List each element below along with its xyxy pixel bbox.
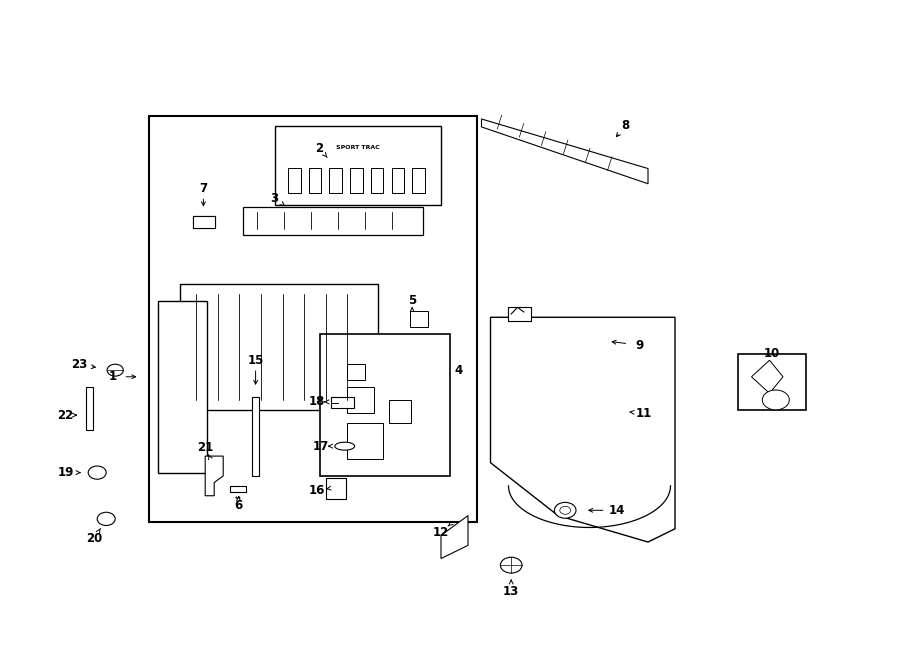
Bar xyxy=(508,307,531,321)
Text: 10: 10 xyxy=(764,347,780,360)
Bar xyxy=(410,311,427,327)
Bar xyxy=(331,397,354,408)
Text: 17: 17 xyxy=(313,440,329,453)
Text: 12: 12 xyxy=(433,525,449,539)
Bar xyxy=(252,397,259,476)
Bar xyxy=(371,168,383,193)
Text: 15: 15 xyxy=(248,354,264,367)
Text: 4: 4 xyxy=(454,364,464,377)
Bar xyxy=(193,216,215,228)
Text: 11: 11 xyxy=(635,407,652,420)
Polygon shape xyxy=(491,317,675,542)
Text: ↔: ↔ xyxy=(235,496,240,502)
Bar xyxy=(193,216,215,228)
Text: 8: 8 xyxy=(621,119,630,132)
Text: 21: 21 xyxy=(197,441,213,454)
Polygon shape xyxy=(482,119,648,184)
Polygon shape xyxy=(752,360,783,393)
Text: 16: 16 xyxy=(309,484,325,497)
Circle shape xyxy=(97,512,115,525)
Bar xyxy=(346,364,364,380)
Text: 23: 23 xyxy=(71,358,87,371)
Text: 5: 5 xyxy=(408,294,417,307)
Circle shape xyxy=(88,466,106,479)
Circle shape xyxy=(762,390,789,410)
Text: 6: 6 xyxy=(234,499,243,512)
Bar xyxy=(412,168,425,193)
Circle shape xyxy=(107,364,123,376)
Text: 22: 22 xyxy=(57,408,73,422)
Bar xyxy=(180,284,378,410)
Text: 19: 19 xyxy=(58,466,74,479)
Text: SPORT TRAC: SPORT TRAC xyxy=(336,145,380,150)
Text: 18: 18 xyxy=(309,395,325,408)
Bar xyxy=(326,478,346,499)
Polygon shape xyxy=(205,456,223,496)
Bar xyxy=(389,400,411,423)
Text: 13: 13 xyxy=(503,585,519,598)
Bar xyxy=(346,423,382,459)
Text: 7: 7 xyxy=(199,182,208,195)
Ellipse shape xyxy=(335,442,355,450)
Bar xyxy=(274,126,441,205)
Text: 3: 3 xyxy=(270,192,279,205)
Bar xyxy=(288,168,301,193)
Bar xyxy=(86,387,93,430)
Bar xyxy=(346,387,374,413)
Bar xyxy=(320,334,450,476)
Circle shape xyxy=(500,557,522,573)
Bar xyxy=(148,116,477,522)
Text: 20: 20 xyxy=(86,531,103,545)
Text: 1: 1 xyxy=(108,370,117,383)
Bar xyxy=(392,168,404,193)
Polygon shape xyxy=(441,516,468,559)
Text: 9: 9 xyxy=(634,338,644,352)
Bar xyxy=(158,301,207,473)
Text: 2: 2 xyxy=(315,142,324,155)
Text: 14: 14 xyxy=(608,504,625,517)
Bar xyxy=(329,168,342,193)
Bar xyxy=(309,168,321,193)
Bar xyxy=(243,207,423,235)
Bar xyxy=(738,354,806,410)
Bar xyxy=(350,168,363,193)
Circle shape xyxy=(554,502,576,518)
Bar xyxy=(230,486,246,492)
Circle shape xyxy=(560,506,571,514)
